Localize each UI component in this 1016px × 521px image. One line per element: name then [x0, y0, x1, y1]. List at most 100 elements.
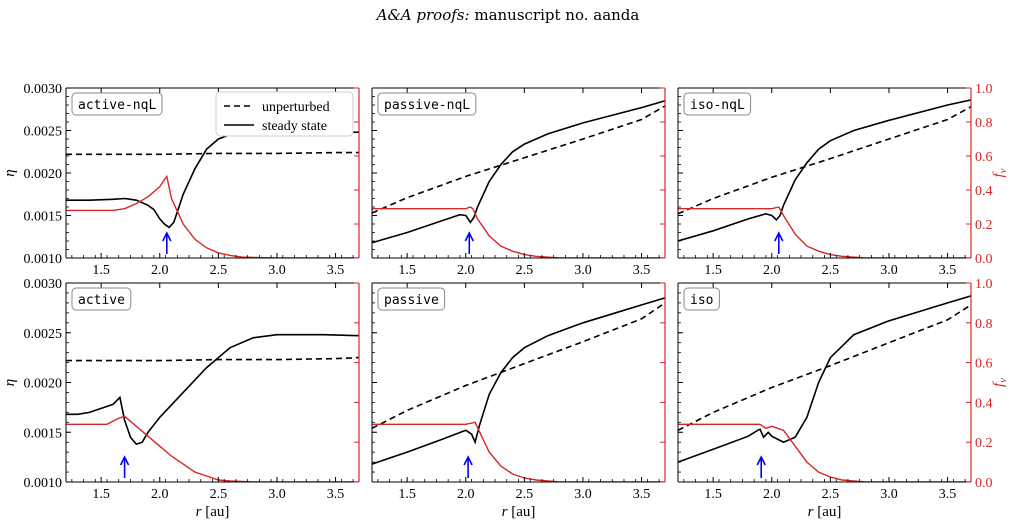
- panel-active-nqL-ytick-label: 0.0025: [24, 125, 63, 140]
- x-axis-label-unit: [au]: [201, 504, 229, 520]
- panel-passive-nqL-steady-state-line: [372, 100, 665, 244]
- x-axis-label: r [au]: [502, 504, 536, 520]
- panel-passive-nqL-xtick-label: 3.0: [574, 263, 592, 278]
- panel-active-steady-state-line: [66, 333, 359, 446]
- panel-active-xtick-label: 2.0: [151, 487, 169, 502]
- panel-iso-nqL-tag: iso-nqL: [690, 98, 745, 113]
- panel-passive-steady-state-line: [372, 297, 665, 465]
- panel-active-nqL-ytick-label: 0.0020: [24, 167, 63, 182]
- panel-iso-xtick-label: 1.5: [704, 487, 722, 502]
- panel-iso-nqL-xtick-label: 2.5: [822, 263, 840, 278]
- panel-iso-xtick-label: 3.0: [880, 487, 898, 502]
- panel-active-nqL-xtick-label: 2.5: [210, 263, 228, 278]
- panel-iso-nqL-rtick-label: 0.8: [975, 116, 993, 131]
- panel-active-tag: active: [78, 293, 125, 308]
- panel-active-ytick-label: 0.0015: [24, 426, 63, 441]
- panel-active-ytick-label: 0.0030: [24, 277, 63, 292]
- panel-active-nqL-xtick-label: 3.5: [327, 263, 345, 278]
- panel-iso-nqL-arrow-head: [774, 231, 784, 242]
- panel-passive-nqL-unperturbed-line: [372, 105, 665, 214]
- panel-active-unperturbed-line: [66, 356, 359, 362]
- panel-active-xtick-label: 2.5: [210, 487, 228, 502]
- panel-active-ytick-label: 0.0020: [24, 377, 63, 392]
- panel-iso-xtick-label: 3.5: [939, 487, 957, 502]
- x-axis-label-unit: [au]: [507, 504, 535, 520]
- panel-passive-nqL-xtick-label: 2.5: [516, 263, 534, 278]
- panel-passive-xtick-label: 2.5: [516, 487, 534, 502]
- panel-active-nqL-ytick-label: 0.0015: [24, 210, 63, 225]
- panel-iso-rtick-label: 0.2: [975, 436, 993, 451]
- panel-active-nqL-arrow-head: [162, 231, 172, 242]
- y-axis-label-left: η: [2, 169, 18, 176]
- panel-active-fv-line: [66, 415, 359, 482]
- panel-passive-xtick-label: 1.5: [398, 487, 416, 502]
- panel-passive-arrow-head: [463, 455, 473, 466]
- panel-active-nqL-ytick-label: 0.0010: [24, 252, 63, 267]
- panel-iso-steady-state-line: [678, 295, 971, 463]
- panel-active-nqL-xtick-label: 1.5: [92, 263, 110, 278]
- panel-passive-xtick-label: 3.5: [633, 487, 651, 502]
- panel-iso-unperturbed-line: [678, 304, 971, 432]
- panel-active-nqL-ytick-label: 0.0030: [24, 82, 63, 97]
- panel-active-xtick-label: 3.5: [327, 487, 345, 502]
- x-axis-label: r [au]: [808, 504, 842, 520]
- panel-passive-nqL-xtick-label: 1.5: [398, 263, 416, 278]
- panel-passive-nqL-arrow-head: [464, 231, 474, 242]
- panel-iso-xtick-label: 2.0: [763, 487, 781, 502]
- panel-passive-fv-line: [372, 421, 665, 482]
- x-axis-label-symbol: r: [808, 504, 814, 520]
- panel-iso-nqL-steady-state-line: [678, 99, 971, 242]
- panel-iso-tag: iso: [690, 293, 713, 308]
- panel-iso-nqL-rtick-label: 1.0: [975, 82, 993, 97]
- panel-iso-nqL-rtick-label: 0.4: [975, 184, 993, 199]
- panel-iso-nqL-rtick-label: 0.6: [975, 150, 993, 165]
- y-axis-label-right-sub: v: [997, 168, 1009, 173]
- panel-active-xtick-label: 3.0: [268, 487, 286, 502]
- panel-iso-xtick-label: 2.5: [822, 487, 840, 502]
- panel-passive-nqL-tag: passive-nqL: [384, 98, 470, 113]
- legend-steady-state-label: steady state: [262, 119, 327, 134]
- panel-active-ytick-label: 0.0025: [24, 327, 63, 342]
- panel-active-nqL-fv-line: [66, 174, 359, 258]
- panel-passive-tag-box: [377, 287, 446, 311]
- page-header: A&A proofs: manuscript no. aanda: [0, 6, 1016, 24]
- panel-iso-nqL-xtick-label: 3.0: [880, 263, 898, 278]
- panel-iso-rtick-label: 0.8: [975, 317, 993, 332]
- panel-passive-xtick-label: 3.0: [574, 487, 592, 502]
- x-axis-label-unit: [au]: [813, 504, 841, 520]
- x-axis-label-symbol: r: [502, 504, 508, 520]
- panel-iso-arrow-head: [756, 455, 766, 466]
- panel-passive-tag: passive: [384, 293, 439, 308]
- panel-iso-nqL-xtick-label: 2.0: [763, 263, 781, 278]
- panel-active-nqL-unperturbed-line: [66, 151, 359, 156]
- panel-iso-rtick-label: 1.0: [975, 277, 993, 292]
- panel-active-nqL-xtick-label: 3.0: [268, 263, 286, 278]
- panel-iso-nqL-xtick-label: 1.5: [704, 263, 722, 278]
- y-axis-label-right-sub: v: [997, 378, 1009, 383]
- y-axis-label-left: η: [2, 379, 18, 386]
- panel-passive-nqL-fv-line: [372, 206, 665, 258]
- manuscript-label: manuscript no. aanda: [474, 6, 640, 24]
- panel-iso-rtick-label: 0.6: [975, 357, 993, 372]
- y-axis-label-right: fv: [991, 168, 1009, 177]
- panel-iso-nqL-xtick-label: 3.5: [939, 263, 957, 278]
- panel-active-xtick-label: 1.5: [92, 487, 110, 502]
- panel-passive-nqL-xtick-label: 3.5: [633, 263, 651, 278]
- legend-unperturbed-label: unperturbed: [262, 100, 330, 115]
- panel-passive-nqL-xtick-label: 2.0: [457, 263, 475, 278]
- panel-passive-nqL-tag-box: [377, 92, 477, 116]
- x-axis-label: r [au]: [196, 504, 230, 520]
- panel-iso-nqL-tag-box: [683, 92, 752, 116]
- panel-iso-nqL-rtick-label: 0.2: [975, 218, 993, 233]
- panel-active-nqL-steady-state-line: [66, 131, 359, 229]
- panel-passive-unperturbed-line: [372, 302, 665, 430]
- panel-active-ytick-label: 0.0010: [24, 476, 63, 491]
- panel-active-nqL-tag: active-nqL: [78, 98, 156, 113]
- panel-iso-nqL-unperturbed-line: [678, 105, 971, 215]
- panel-iso-tag-box: [683, 287, 720, 311]
- y-axis-label-right-base: f: [991, 172, 1007, 178]
- y-axis-label-right: fv: [991, 378, 1009, 387]
- panel-active-nqL-tag-box: [71, 92, 163, 116]
- panel-iso-rtick-label: 0.0: [975, 476, 993, 491]
- panel-iso-nqL-fv-line: [678, 206, 971, 258]
